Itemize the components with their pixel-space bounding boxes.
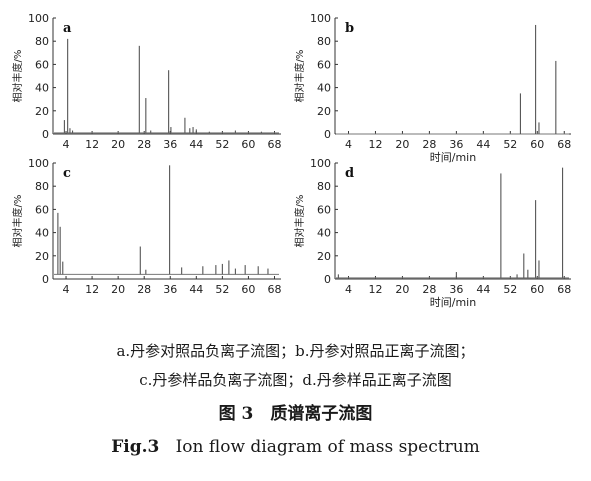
- panel-c-y-tick-label: 80: [35, 180, 49, 193]
- panel-c-y-tick-label: 0: [42, 273, 49, 286]
- panel-b-x-tick-label: 52: [503, 138, 517, 151]
- panel-a-x-tick-label: 4: [63, 138, 70, 151]
- panel-b-y-tick-label: 0: [324, 128, 331, 141]
- panel-a-x-tick-label: 44: [189, 138, 203, 151]
- panel-a-x-tick-label: 52: [215, 138, 229, 151]
- panel-b-y-tick-label: 60: [317, 58, 331, 71]
- panel-b-y-tick-label: 40: [317, 82, 331, 95]
- caption-line-2: c.丹参样品负离子流图；d.丹参样品正离子流图: [139, 371, 452, 389]
- panel-b-y-tick-label: 100: [310, 12, 331, 25]
- panel-a-y-tick-label: 100: [28, 12, 49, 25]
- panel-a-y-axis-label: 相对丰度/%: [11, 50, 24, 103]
- panel-a-x-tick-label: 28: [137, 138, 151, 151]
- panel-d-x-tick-label: 12: [368, 283, 382, 296]
- panel-b-x-tick-label: 44: [476, 138, 490, 151]
- panel-a-y-tick-label: 20: [35, 105, 49, 118]
- panel-a-y-tick-label: 0: [42, 128, 49, 141]
- panel-b-y-tick-label: 80: [317, 35, 331, 48]
- panel-c-y-tick-label: 60: [35, 203, 49, 216]
- panel-d-y-tick-label: 0: [324, 273, 331, 286]
- panel-a-x-tick-label: 36: [163, 138, 177, 151]
- panel-d-x-tick-label: 36: [449, 283, 463, 296]
- panel-d-y-tick-label: 80: [317, 180, 331, 193]
- panel-b-x-tick-label: 4: [345, 138, 352, 151]
- panel-b-letter: b: [345, 21, 354, 36]
- panel-d-y-tick-label: 40: [317, 227, 331, 240]
- panel-d-y-tick-label: 20: [317, 250, 331, 263]
- panel-c-x-tick-label: 36: [163, 283, 177, 296]
- panel-b-y-axis-label: 相对丰度/%: [293, 50, 306, 103]
- panel-c-x-tick-label: 60: [241, 283, 255, 296]
- panel-d-x-tick-label: 44: [476, 283, 490, 296]
- panel-c-x-tick-label: 28: [137, 283, 151, 296]
- panel-d-x-tick-label: 20: [395, 283, 409, 296]
- panel-a-x-tick-label: 12: [85, 138, 99, 151]
- panel-b-x-axis-label: 时间/min: [430, 151, 476, 164]
- panel-d-y-tick-label: 60: [317, 203, 331, 216]
- panel-c-x-tick-label: 12: [85, 283, 99, 296]
- panel-c-y-tick-label: 40: [35, 227, 49, 240]
- panel-a-x-tick-label: 20: [111, 138, 125, 151]
- figure-label: Fig.3: [111, 437, 160, 457]
- panel-b-x-tick-label: 28: [422, 138, 436, 151]
- panel-c-y-tick-label: 100: [28, 157, 49, 170]
- caption-title-cn: 图 3 质谱离子流图: [218, 404, 373, 424]
- panel-c-x-tick-label: 20: [111, 283, 125, 296]
- panel-b-x-tick-label: 60: [530, 138, 544, 151]
- panel-c-y-axis-label: 相对丰度/%: [11, 195, 24, 248]
- panel-d-x-tick-label: 60: [530, 283, 544, 296]
- panel-c-letter: c: [63, 166, 71, 181]
- panel-b-y-tick-label: 20: [317, 105, 331, 118]
- panel-b-x-tick-label: 20: [395, 138, 409, 151]
- panel-d-letter: d: [345, 166, 354, 181]
- panel-b-x-tick-label: 68: [557, 138, 571, 151]
- caption-title-en: Fig.3 Ion flow diagram of mass spectrum: [0, 437, 591, 457]
- panel-c-x-tick-label: 68: [267, 283, 281, 296]
- caption-line-1: a.丹参对照品负离子流图；b.丹参对照品正离子流图；: [116, 342, 475, 360]
- panel-c-x-tick-label: 44: [189, 283, 203, 296]
- panel-d-x-tick-label: 52: [503, 283, 517, 296]
- panel-d-x-axis-label: 时间/min: [430, 296, 476, 309]
- panel-c-x-tick-label: 4: [63, 283, 70, 296]
- panel-d-x-tick-label: 68: [557, 283, 571, 296]
- panel-b-x-tick-label: 12: [368, 138, 382, 151]
- panel-a-x-tick-label: 68: [267, 138, 281, 151]
- panel-d-x-tick-label: 4: [345, 283, 352, 296]
- panel-a-letter: a: [63, 21, 72, 36]
- panel-c-y-tick-label: 20: [35, 250, 49, 263]
- panel-a-y-tick-label: 60: [35, 58, 49, 71]
- panel-a-y-tick-label: 40: [35, 82, 49, 95]
- panel-d-y-axis-label: 相对丰度/%: [293, 195, 306, 248]
- panel-d-x-tick-label: 28: [422, 283, 436, 296]
- panel-b-x-tick-label: 36: [449, 138, 463, 151]
- panel-d-y-tick-label: 100: [310, 157, 331, 170]
- panel-c-x-tick-label: 52: [215, 283, 229, 296]
- panel-a-y-tick-label: 80: [35, 35, 49, 48]
- panel-a-x-tick-label: 60: [241, 138, 255, 151]
- figure-title-en: Ion flow diagram of mass spectrum: [175, 437, 480, 457]
